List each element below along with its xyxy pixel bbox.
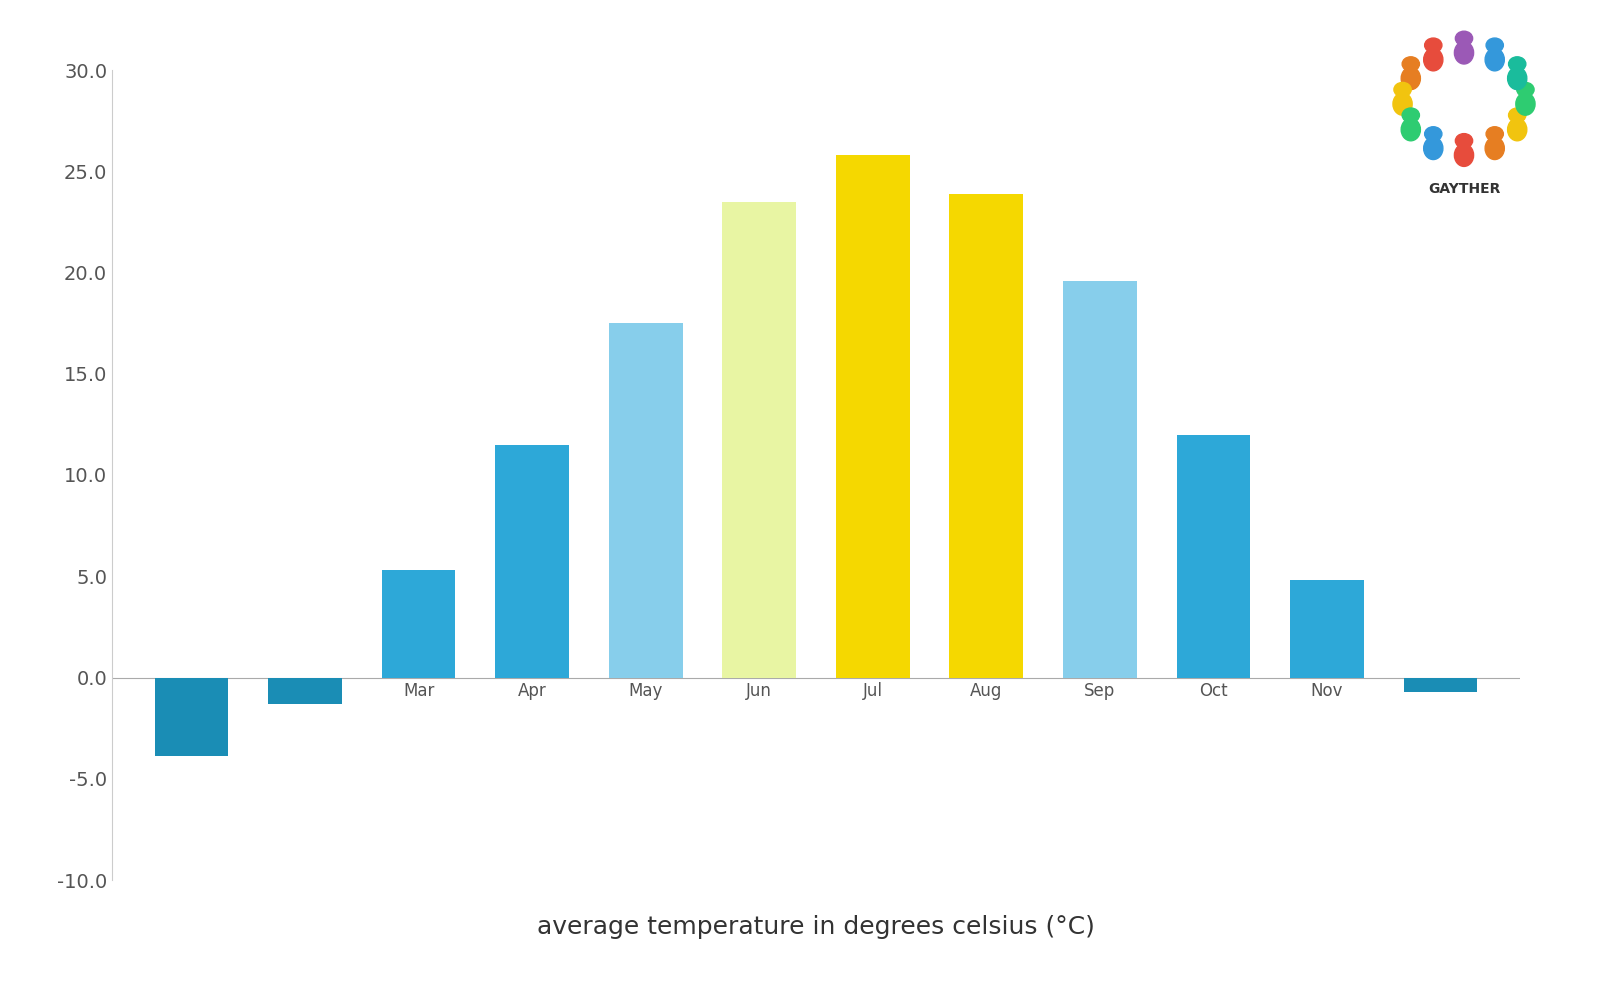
Bar [608, 323, 683, 678]
Text: Sep: Sep [1085, 682, 1115, 700]
Text: Feb: Feb [290, 655, 320, 673]
Circle shape [1424, 38, 1442, 52]
Text: Apr: Apr [518, 682, 547, 700]
Bar [496, 445, 570, 678]
Bar [1062, 281, 1136, 678]
Text: Jan: Jan [179, 655, 205, 673]
Bar [155, 678, 229, 756]
Circle shape [1486, 38, 1504, 52]
Ellipse shape [1515, 93, 1534, 115]
Bar [1176, 434, 1250, 678]
Ellipse shape [1402, 118, 1421, 141]
Bar [1403, 678, 1477, 692]
Bar [949, 194, 1024, 678]
Circle shape [1456, 31, 1472, 46]
Text: Dec: Dec [1424, 655, 1456, 673]
Ellipse shape [1454, 42, 1474, 64]
Circle shape [1394, 82, 1411, 97]
Text: Nov: Nov [1310, 682, 1344, 700]
Ellipse shape [1402, 67, 1421, 90]
Circle shape [1517, 82, 1534, 97]
Ellipse shape [1507, 67, 1526, 90]
Bar [269, 678, 342, 704]
Ellipse shape [1507, 118, 1526, 141]
Circle shape [1424, 127, 1442, 141]
Ellipse shape [1485, 48, 1504, 71]
Text: Oct: Oct [1198, 682, 1227, 700]
X-axis label: average temperature in degrees celsius (°C): average temperature in degrees celsius (… [538, 915, 1094, 939]
Ellipse shape [1394, 93, 1413, 115]
Text: Jun: Jun [746, 682, 773, 700]
Text: Mar: Mar [403, 682, 434, 700]
Circle shape [1402, 108, 1419, 122]
Circle shape [1486, 127, 1504, 141]
Text: May: May [629, 682, 662, 700]
Circle shape [1509, 57, 1526, 71]
Circle shape [1402, 57, 1419, 71]
Ellipse shape [1424, 48, 1443, 71]
Bar [382, 570, 456, 678]
Ellipse shape [1454, 144, 1474, 166]
Bar [1290, 580, 1363, 678]
Bar [835, 155, 910, 678]
Text: Jul: Jul [862, 682, 883, 700]
Ellipse shape [1485, 137, 1504, 160]
Circle shape [1456, 134, 1472, 148]
Text: GAYTHER: GAYTHER [1427, 182, 1501, 196]
Bar [722, 202, 797, 678]
Circle shape [1509, 108, 1526, 122]
Text: Aug: Aug [970, 682, 1003, 700]
Ellipse shape [1424, 137, 1443, 160]
